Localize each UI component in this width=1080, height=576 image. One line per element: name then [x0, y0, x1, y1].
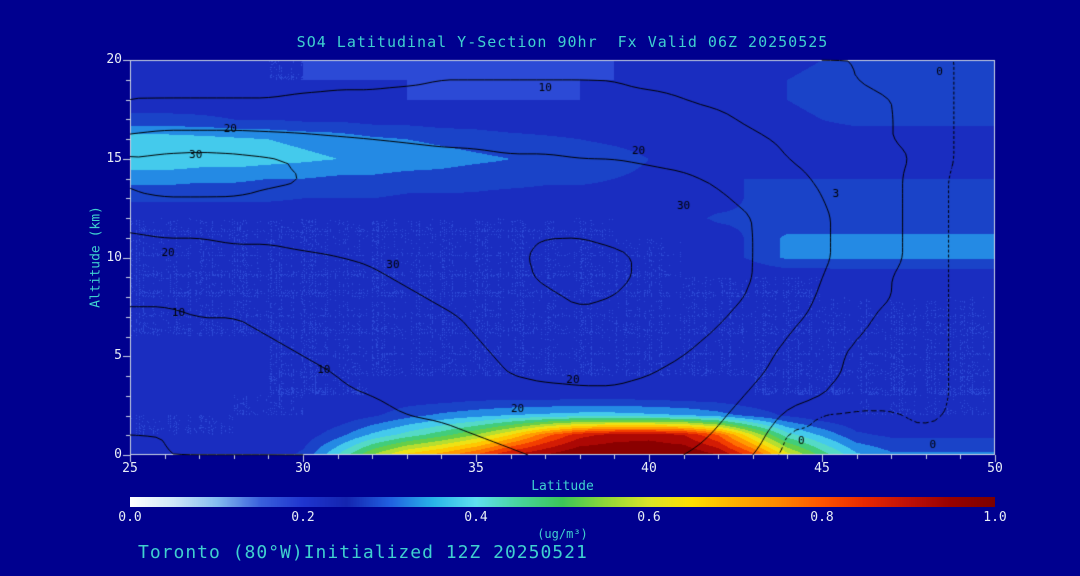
ytick-label: 10: [106, 249, 122, 265]
plot-canvas: [0, 0, 1080, 480]
y-axis-label: Altitude (km): [88, 206, 104, 308]
cbtick-label: 1.0: [983, 510, 1007, 525]
ytick-label: 5: [114, 348, 122, 364]
xtick-label: 50: [987, 461, 1003, 476]
cbtick-label: 0.8: [810, 510, 834, 525]
xtick-label: 35: [468, 461, 484, 476]
xtick-label: 25: [122, 461, 138, 476]
ytick-label: 20: [106, 52, 122, 67]
ytick-label: 15: [106, 150, 122, 166]
colorbar: [130, 497, 995, 507]
cbtick-label: 0.4: [464, 510, 488, 525]
ytick-label: 0: [114, 447, 122, 462]
xtick-label: 30: [295, 461, 311, 476]
cbtick-label: 0.2: [291, 510, 315, 525]
colorbar-units: (ug/m³): [537, 527, 588, 541]
cbtick-label: 0.0: [118, 510, 142, 525]
xtick-label: 40: [641, 461, 657, 476]
x-axis-label: Latitude: [531, 479, 594, 494]
cbtick-label: 0.6: [637, 510, 661, 525]
footer-text: Toronto (80°W)Initialized 12Z 20250521: [138, 542, 588, 563]
xtick-label: 45: [814, 461, 830, 476]
